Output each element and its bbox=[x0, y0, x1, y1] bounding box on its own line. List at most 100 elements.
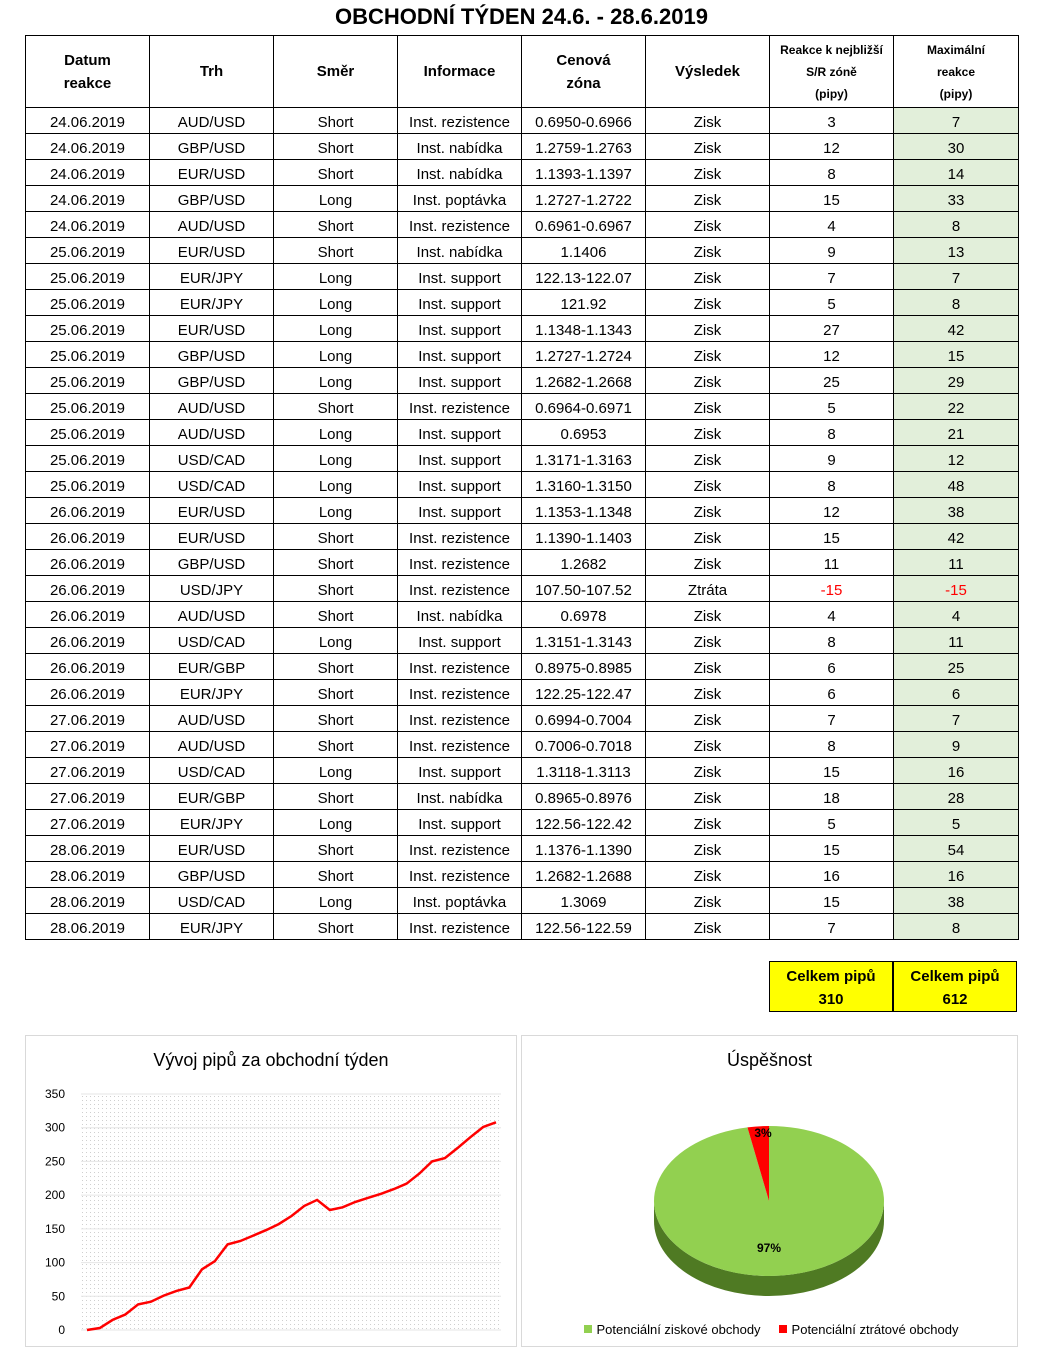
table-cell: EUR/USD bbox=[149, 523, 274, 550]
table-cell: 28.06.2019 bbox=[25, 861, 150, 888]
table-cell: Short bbox=[273, 679, 398, 706]
table-cell: Zisk bbox=[645, 445, 770, 472]
table-cell: Zisk bbox=[645, 601, 770, 628]
legend-label: Potenciální ztrátové obchody bbox=[791, 1321, 959, 1337]
table-cell: Short bbox=[273, 601, 398, 628]
table-cell: 5 bbox=[893, 809, 1019, 836]
table-cell: Zisk bbox=[645, 861, 770, 888]
trades-table: Datum reakce Trh Směr Informace Cenová zóna Výs… bbox=[25, 35, 1019, 940]
column-header: Informace bbox=[397, 35, 522, 108]
table-cell: Zisk bbox=[645, 159, 770, 186]
table-cell: 5 bbox=[769, 809, 894, 836]
table-cell: Zisk bbox=[645, 523, 770, 550]
table-row: 24.06.2019 GBP/USD Short Inst. nabídka 1.275… bbox=[25, 133, 1019, 160]
table-cell: 0.6964-0.6971 bbox=[521, 393, 646, 420]
table-cell: 28.06.2019 bbox=[25, 913, 150, 940]
pie-label-win: 97% bbox=[757, 1241, 781, 1255]
table-cell: 122.25-122.47 bbox=[521, 679, 646, 706]
table-cell: 1.2759-1.2763 bbox=[521, 133, 646, 160]
table-cell: Zisk bbox=[645, 783, 770, 810]
pie-chart-panel: Úspěšnost 97% 3% Potenciální ziskové obch… bbox=[521, 1035, 1018, 1347]
table-cell: 6 bbox=[769, 679, 894, 706]
table-cell: 107.50-107.52 bbox=[521, 575, 646, 602]
table-cell: 26.06.2019 bbox=[25, 523, 150, 550]
table-cell: Short bbox=[273, 159, 398, 186]
pie-chart: 97% 3% bbox=[653, 1126, 884, 1296]
table-cell: Zisk bbox=[645, 471, 770, 498]
table-cell: 24.06.2019 bbox=[25, 159, 150, 186]
table-cell: 5 bbox=[769, 393, 894, 420]
table-cell: 1.1390-1.1403 bbox=[521, 523, 646, 550]
total-label: Celkem pipů bbox=[786, 968, 876, 985]
table-row: 26.06.2019 AUD/USD Short Inst. nabídka 0.697… bbox=[25, 601, 1019, 628]
table-cell: 15 bbox=[769, 757, 894, 784]
table-cell: Long bbox=[273, 497, 398, 524]
table-cell: Long bbox=[273, 263, 398, 290]
table-row: 28.06.2019 EUR/USD Short Inst. rezistence 1.… bbox=[25, 835, 1019, 862]
table-cell: 4 bbox=[769, 211, 894, 238]
header-line: zóna bbox=[566, 74, 601, 92]
table-cell: 42 bbox=[893, 315, 1019, 342]
table-row: 26.06.2019 EUR/USD Short Inst. rezistence 1.… bbox=[25, 523, 1019, 550]
table-cell: 26.06.2019 bbox=[25, 497, 150, 524]
column-header: Směr bbox=[273, 35, 398, 108]
table-cell: Inst. rezistence bbox=[397, 549, 522, 576]
table-cell: 8 bbox=[769, 627, 894, 654]
table-cell: Inst. support bbox=[397, 471, 522, 498]
table-cell: Inst. rezistence bbox=[397, 835, 522, 862]
table-cell: 26.06.2019 bbox=[25, 679, 150, 706]
table-cell: Long bbox=[273, 419, 398, 446]
table-cell: 8 bbox=[769, 159, 894, 186]
table-row: 26.06.2019 USD/CAD Long Inst. support 1.3151… bbox=[25, 627, 1019, 654]
table-cell: EUR/JPY bbox=[149, 679, 274, 706]
table-cell: Inst. poptávka bbox=[397, 185, 522, 212]
table-cell: Inst. support bbox=[397, 497, 522, 524]
table-cell: 24.06.2019 bbox=[25, 107, 150, 134]
table-cell: Inst. support bbox=[397, 263, 522, 290]
table-cell: AUD/USD bbox=[149, 107, 274, 134]
table-cell: 18 bbox=[769, 783, 894, 810]
table-cell: 1.2727-1.2724 bbox=[521, 341, 646, 368]
table-cell: 24.06.2019 bbox=[25, 185, 150, 212]
table-cell: Inst. rezistence bbox=[397, 211, 522, 238]
table-row: 25.06.2019 AUD/USD Short Inst. rezistence 0.… bbox=[25, 393, 1019, 420]
table-cell: Zisk bbox=[645, 887, 770, 914]
table-cell: 0.6961-0.6967 bbox=[521, 211, 646, 238]
table-cell: 25.06.2019 bbox=[25, 445, 150, 472]
table-cell: 122.56-122.42 bbox=[521, 809, 646, 836]
table-cell: Short bbox=[273, 211, 398, 238]
table-cell: 6 bbox=[893, 679, 1019, 706]
header-line: Výsledek bbox=[674, 63, 741, 80]
table-cell: 33 bbox=[893, 185, 1019, 212]
table-row: 27.06.2019 EUR/JPY Long Inst. support 122.56… bbox=[25, 809, 1019, 836]
table-row: 26.06.2019 USD/JPY Short Inst. rezistence 10… bbox=[25, 575, 1019, 602]
table-cell: -15 bbox=[769, 575, 894, 602]
table-cell: 3 bbox=[769, 107, 894, 134]
table-cell: EUR/USD bbox=[149, 237, 274, 264]
table-row: 24.06.2019 AUD/USD Short Inst. rezistence 0.… bbox=[25, 107, 1019, 134]
table-row: 27.06.2019 AUD/USD Short Inst. rezistence 0.… bbox=[25, 731, 1019, 758]
table-cell: USD/CAD bbox=[149, 445, 274, 472]
plot-area bbox=[81, 1094, 501, 1330]
table-cell: 11 bbox=[893, 549, 1019, 576]
table-cell: 0.7006-0.7018 bbox=[521, 731, 646, 758]
table-cell: USD/CAD bbox=[149, 471, 274, 498]
table-row: 28.06.2019 USD/CAD Long Inst. poptávka 1.306… bbox=[25, 887, 1019, 914]
table-cell: AUD/USD bbox=[149, 211, 274, 238]
table-cell: 21 bbox=[893, 419, 1019, 446]
table-cell: 25.06.2019 bbox=[25, 315, 150, 342]
total-value: 612 bbox=[942, 991, 968, 1008]
table-cell: Zisk bbox=[645, 835, 770, 862]
table-cell: Inst. nabídka bbox=[397, 159, 522, 186]
table-cell: 11 bbox=[893, 627, 1019, 654]
table-row: 26.06.2019 GBP/USD Short Inst. rezistence 1.… bbox=[25, 549, 1019, 576]
table-cell: 26.06.2019 bbox=[25, 575, 150, 602]
table-cell: Inst. rezistence bbox=[397, 523, 522, 550]
y-tick-label: 200 bbox=[45, 1188, 65, 1202]
table-cell: Short bbox=[273, 913, 398, 940]
table-cell: EUR/USD bbox=[149, 315, 274, 342]
table-cell: 1.2727-1.2722 bbox=[521, 185, 646, 212]
table-cell: Short bbox=[273, 549, 398, 576]
table-cell: Inst. rezistence bbox=[397, 731, 522, 758]
table-cell: 27.06.2019 bbox=[25, 783, 150, 810]
